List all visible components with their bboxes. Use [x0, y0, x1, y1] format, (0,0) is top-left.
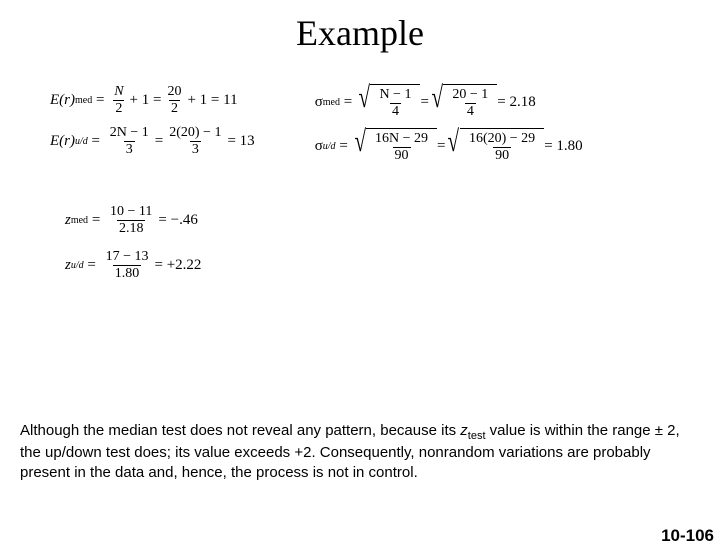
- sigma-column: σmed = √N − 14 = √20 − 14 = 2.18 σu/d = …: [315, 84, 583, 164]
- page-title: Example: [0, 12, 720, 54]
- formula-e-ud: E(r)u/d = 2N − 13 = 2(20) − 13 = 13: [50, 125, 255, 158]
- formula-sigma-ud: σu/d = √16N − 2990 = √16(20) − 2990 = 1.…: [315, 128, 583, 164]
- formula-row-top: E(r)med = N2 + 1 = 202 + 1 = 11 E(r)u/d …: [0, 84, 720, 164]
- z-formulas: zmed = 10 − 112.18 = −.46 zu/d = 17 − 13…: [0, 204, 720, 282]
- page-number: 10-106: [661, 526, 714, 546]
- formula-sigma-med: σmed = √N − 14 = √20 − 14 = 2.18: [315, 84, 583, 120]
- formula-z-ud: zu/d = 17 − 131.80 = +2.22: [65, 249, 655, 282]
- conclusion-text: Although the median test does not reveal…: [20, 421, 700, 482]
- formula-z-med: zmed = 10 − 112.18 = −.46: [65, 204, 655, 237]
- expected-values-column: E(r)med = N2 + 1 = 202 + 1 = 11 E(r)u/d …: [50, 84, 255, 158]
- formula-e-med: E(r)med = N2 + 1 = 202 + 1 = 11: [50, 84, 255, 117]
